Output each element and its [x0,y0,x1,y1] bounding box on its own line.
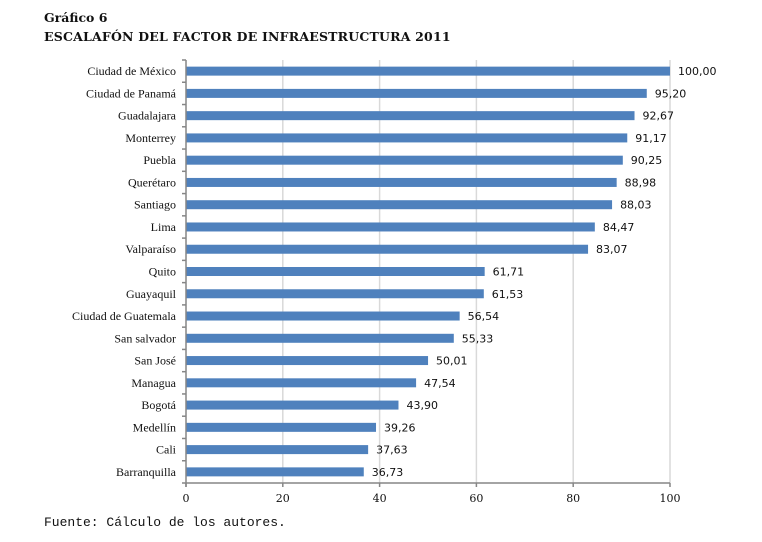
category-label: Medellín [133,420,176,434]
data-label: 61,53 [492,288,523,301]
category-label: Lima [151,220,177,234]
category-label: Ciudad de Guatemala [72,309,177,323]
category-label: Ciudad de Panamá [86,86,177,100]
bar [186,244,589,254]
x-tick-label: 0 [183,492,190,505]
labels: Ciudad de México 100,00 Ciudad de Panamá 95… [72,64,716,505]
data-label: 56,54 [468,310,500,323]
category-label: Guayaquil [126,287,177,301]
data-label: 100,00 [678,65,717,78]
data-label: 47,54 [424,377,456,390]
bar [186,467,364,477]
data-label: 92,67 [643,110,675,123]
data-label: 83,07 [596,243,628,256]
data-label: 61,71 [493,266,525,279]
category-label: Valparaíso [125,242,176,256]
data-label: 90,25 [631,154,663,167]
bar [186,155,623,165]
bar [186,445,369,455]
category-label: Monterrey [125,131,176,145]
axes [182,59,671,487]
data-label: 88,03 [620,199,652,212]
category-label: Santiago [134,198,176,212]
category-label: San salvador [114,331,176,345]
bar [186,222,595,232]
data-label: 50,01 [436,355,468,368]
category-label: San José [134,354,176,368]
figure-number: Gráfico 6 [44,10,108,25]
category-label: Barranquilla [116,465,177,479]
data-label: 39,26 [384,421,416,434]
data-label: 43,90 [406,399,438,412]
category-label: Guadalajara [118,109,177,123]
category-label: Ciudad de México [87,64,176,78]
source-note: Fuente: Cálculo de los autores. [44,515,286,530]
bar [186,400,399,410]
bar [186,333,454,343]
bar [186,111,635,121]
bar [186,88,647,98]
data-label: 91,17 [635,132,667,145]
bar [186,133,628,143]
bar [186,177,617,187]
data-label: 55,33 [462,332,494,345]
bar [186,356,429,366]
x-tick-label: 20 [276,492,290,505]
category-label: Managua [131,376,176,390]
data-label: 95,20 [655,87,687,100]
bar [186,311,460,321]
bar [186,422,377,432]
data-label: 84,47 [603,221,635,234]
bars [186,66,670,477]
bar [186,267,485,276]
data-label: 37,63 [376,444,408,457]
category-label: Cali [156,443,177,457]
category-label: Querétaro [128,175,176,189]
chart-title: ESCALAFÓN DEL FACTOR DE INFRAESTRUCTURA … [44,29,451,44]
bar [186,200,613,210]
x-tick-label: 60 [469,492,483,505]
bar [186,289,484,299]
x-tick-label: 100 [660,492,681,505]
bar [186,378,417,388]
x-tick-label: 80 [566,492,580,505]
category-label: Quito [149,265,176,279]
data-label: 36,73 [372,466,404,479]
category-label: Puebla [143,153,176,167]
category-label: Bogotá [141,398,176,412]
bar [186,66,670,76]
data-label: 88,98 [625,176,657,189]
x-tick-label: 40 [373,492,387,505]
